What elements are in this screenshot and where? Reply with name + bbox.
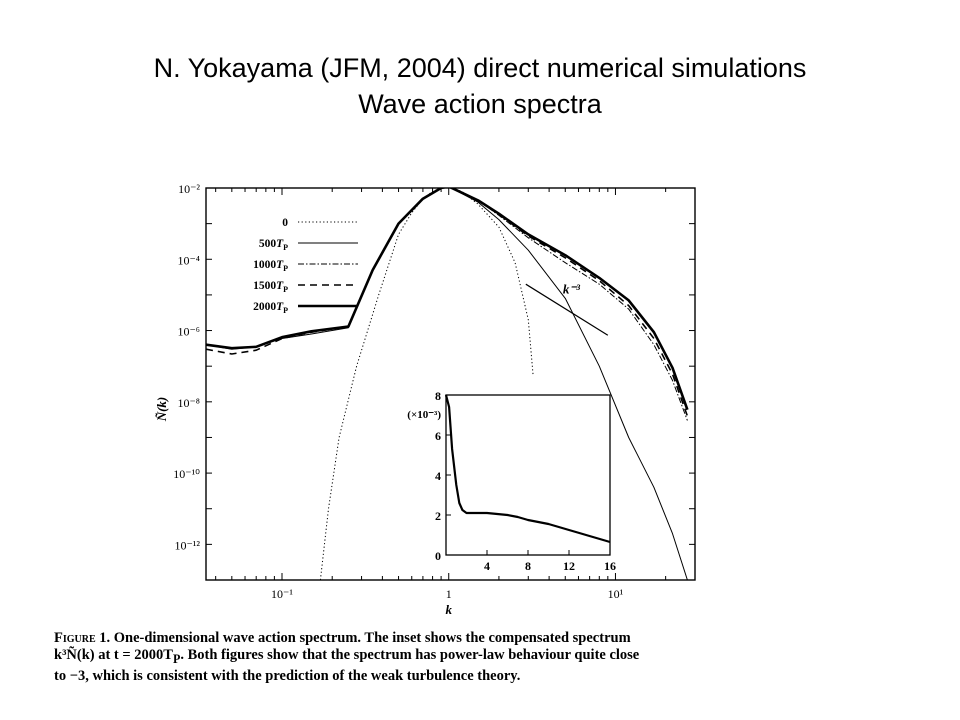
y-axis-label: Ñ(k) [154,397,169,423]
legend-label-subscript: P [283,306,288,315]
figure-caption: Figure 1. One-dimensional wave action sp… [54,630,754,685]
inset-series-line [444,394,611,544]
legend-label-subscript: P [283,264,288,273]
legend-label-T: T [276,280,284,292]
inset-y-tick-label: 2 [435,509,441,523]
legend-label-subscript: P [283,243,288,252]
legend-label: 2000TP [253,301,288,315]
slide-title-line1: N. Yokayama (JFM, 2004) direct numerical… [153,53,807,83]
legend-label: 1000TP [253,259,288,273]
x-tick-label: 10¹ [608,587,624,601]
inset-x-tick-label: 16 [604,559,616,573]
y-tick-label: 10⁻⁸ [177,396,200,410]
k-minus-3-annotation: k⁻³ [563,282,581,297]
y-tick-label: 10⁻⁶ [177,325,200,339]
y-tick-label: 10⁻² [178,182,200,196]
caption-line-2-rest: . Both figures show that the spectrum ha… [180,647,640,663]
inset-y-unit-label: (×10⁻³) [407,409,441,421]
legend-label-T: T [276,238,284,250]
caption-line-1: Figure 1. One-dimensional wave action sp… [54,630,754,647]
inset-y-tick-label: 4 [435,469,441,483]
legend-label: 500TP [259,238,288,252]
inset-frame [445,394,611,556]
caption-line-1-text: 1. One-dimensional wave action spectrum.… [95,630,631,646]
wave-action-spectrum-figure: 10⁻² 10⁻⁴ 10⁻⁶ 10⁻⁸ 10⁻¹⁰ 10⁻¹² 10⁻¹ 1 10¹ k Ñ(k) k… [154,182,696,617]
caption-line-2-sub: P [172,651,181,666]
y-tick-label: 10⁻¹² [174,538,200,552]
legend-label-T: T [276,301,284,313]
caption-figure-label: Figure [54,630,96,646]
inset-y-tick-label: 8 [435,389,441,403]
x-axis-label: k [445,602,452,617]
caption-line-2-text: k³Ñ(k) at t = 2000T [54,647,173,663]
slide-title: N. Yokayama (JFM, 2004) direct numerical… [0,50,960,122]
inset-x-tick-label: 12 [563,559,575,573]
legend-label: 1500TP [253,280,288,294]
series-line-2000tp [206,188,689,411]
caption-line-2: k³Ñ(k) at t = 2000TP. Both figures show … [54,647,754,668]
inset-y-tick-label: 6 [435,429,441,443]
inset-x-tick-label: 8 [525,559,531,573]
y-tick-label: 10⁻¹⁰ [173,467,200,481]
x-tick-label: 1 [446,587,452,601]
y-tick-label: 10⁻⁴ [177,253,200,267]
x-tick-label: 10⁻¹ [271,587,293,601]
inset-y-tick-label: 0 [435,549,441,563]
legend-label-subscript: P [283,285,288,294]
legend-label-T: T [276,259,284,271]
main-series-group [206,188,689,580]
caption-line-3: to −3, which is consistent with the pred… [54,667,521,684]
k-minus-3-reference-line [525,283,609,336]
inset-x-tick-label: 4 [484,559,490,573]
legend-label: 0 [282,217,288,229]
slide-title-line2: Wave action spectra [358,89,602,119]
